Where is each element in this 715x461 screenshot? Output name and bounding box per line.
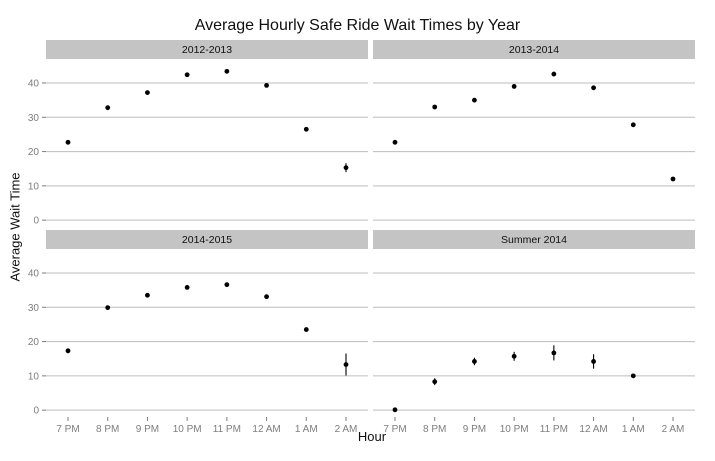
data-point-1-4 <box>551 71 557 77</box>
y-axis-title: Average Wait Time <box>7 172 23 282</box>
data-point-3-3 <box>511 353 517 359</box>
data-point-0-4 <box>224 68 230 74</box>
data-point-3-2 <box>472 359 477 364</box>
x-tick-label: 12 AM <box>579 424 607 435</box>
facet-strip-0 <box>46 40 368 59</box>
data-point-1-3 <box>511 84 517 89</box>
data-point-1-6 <box>630 122 636 128</box>
x-tick-label: 11 PM <box>213 424 241 435</box>
facet-label-2: 2014-2015 <box>182 234 232 246</box>
data-point-3-5 <box>591 359 596 364</box>
data-point-0-2 <box>145 90 150 95</box>
y-tick-label: 20 <box>28 337 40 348</box>
x-tick-label: 9 PM <box>136 424 159 435</box>
data-point-2-7 <box>343 362 349 367</box>
x-axis-title: Hour <box>357 429 387 444</box>
x-tick-label: 1 AM <box>622 424 645 435</box>
data-point-3-0 <box>392 407 398 413</box>
x-tick-label: 10 PM <box>500 424 529 435</box>
panel-0: 2012-2013 0 10 20 30 40 <box>28 40 368 227</box>
data-point-2-0 <box>65 348 71 354</box>
x-tick-label: 7 PM <box>383 424 406 435</box>
data-point-0-3 <box>184 72 190 78</box>
x-tick-label: 1 AM <box>295 424 318 435</box>
y-tick-label: 20 <box>28 147 40 158</box>
y-tick-label: 10 <box>28 181 40 192</box>
panel-3: Summer 2014 <box>373 230 695 413</box>
facet-strip-1 <box>373 40 695 59</box>
data-point-0-6 <box>303 126 309 132</box>
data-point-3-6 <box>630 373 636 379</box>
data-point-1-2 <box>472 97 477 103</box>
data-point-3-1 <box>432 379 438 385</box>
facet-label-0: 2012-2013 <box>182 44 232 56</box>
x-tick-label: 12 AM <box>252 424 280 435</box>
data-point-0-5 <box>264 83 269 88</box>
y-tick-label: 30 <box>28 113 40 124</box>
x-tick-label: 2 AM <box>335 424 358 435</box>
data-point-3-4 <box>551 350 557 356</box>
y-tick-label: 0 <box>33 216 39 227</box>
panel-1: 2013-2014 <box>373 40 695 221</box>
y-tick-label: 40 <box>28 269 40 280</box>
data-point-2-3 <box>184 285 190 290</box>
x-tick-label: 2 AM <box>662 424 685 435</box>
x-tick-label: 9 PM <box>463 424 486 435</box>
data-point-1-5 <box>591 85 596 91</box>
facet-strip-3 <box>373 230 695 249</box>
x-tick-label: 7 PM <box>56 424 79 435</box>
data-point-2-1 <box>105 305 111 311</box>
data-point-1-1 <box>432 104 438 110</box>
facet-label-1: 2013-2014 <box>509 44 559 56</box>
data-point-1-0 <box>392 139 398 145</box>
data-point-0-0 <box>65 139 71 145</box>
data-point-0-7 <box>343 165 349 171</box>
y-tick-label: 10 <box>28 371 40 382</box>
data-point-2-5 <box>264 294 269 300</box>
facet-label-3: Summer 2014 <box>501 234 567 246</box>
y-tick-label: 40 <box>28 79 40 90</box>
chart-title: Average Hourly Safe Ride Wait Times by Y… <box>194 17 521 34</box>
data-point-2-2 <box>145 292 150 298</box>
data-point-2-6 <box>303 327 309 332</box>
data-point-0-1 <box>105 105 111 111</box>
x-tick-label: 10 PM <box>173 424 202 435</box>
facet-strip-2 <box>46 230 368 249</box>
x-tick-label: 8 PM <box>423 424 446 435</box>
data-point-2-4 <box>224 282 230 288</box>
x-tick-label: 11 PM <box>540 424 568 435</box>
y-tick-label: 0 <box>33 406 39 417</box>
data-point-1-7 <box>670 176 676 182</box>
y-tick-label: 30 <box>28 303 40 314</box>
panel-2: 2014-2015 0 10 20 30 40 <box>28 230 368 417</box>
x-tick-label: 8 PM <box>96 424 119 435</box>
